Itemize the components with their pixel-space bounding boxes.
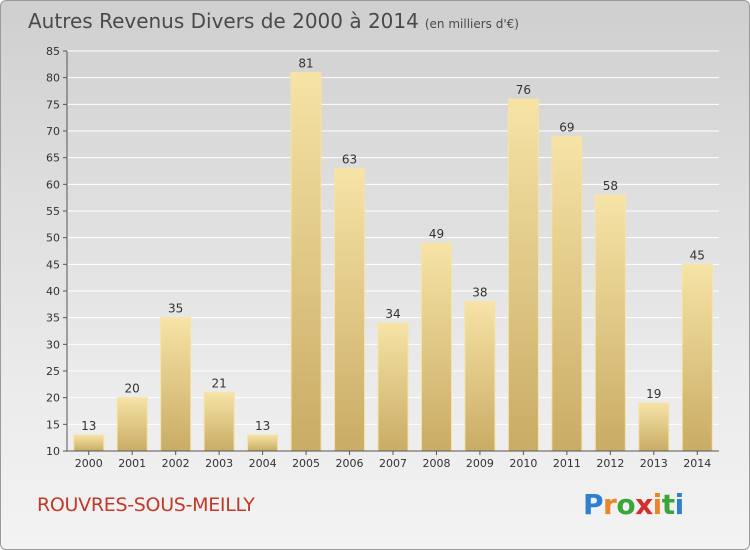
x-tick-label: 2013 [640,457,668,470]
x-tick-label: 2011 [553,457,581,470]
x-tick-label: 2004 [249,457,277,470]
data-label: 63 [342,152,357,166]
bar [638,402,670,452]
y-tick-label: 85 [46,45,60,58]
y-tick-label: 65 [46,152,60,165]
x-tick-label: 2014 [683,457,711,470]
data-label: 45 [690,248,705,262]
x-tick-label: 2012 [596,457,624,470]
y-tick-label: 50 [46,232,60,245]
axes: 10 15 20 25 30 35 40 45 50 55 60 65 70 75 80 85 2000 2001… [46,45,719,470]
y-tick-label: 10 [46,445,60,458]
logo-letter: t [661,488,675,521]
bar [507,98,539,452]
data-label: 19 [646,387,661,401]
y-tick-label: 60 [46,178,60,191]
bar [73,434,105,452]
bar [116,397,148,452]
proxiti-logo: Proxiti [583,488,684,521]
x-tick-label: 2005 [292,457,320,470]
x-tick-label: 2009 [466,457,494,470]
bar [377,322,409,452]
bar [247,434,279,452]
data-label: 49 [429,227,444,241]
data-label: 21 [211,376,226,390]
bar [464,301,496,452]
chart-title-text: Autres Revenus Divers de 2000 à 2014 [28,9,419,33]
y-tick-label: 75 [46,98,60,111]
y-tick-label: 40 [46,285,60,298]
x-tick-label: 2003 [205,457,233,470]
x-tick-label: 2007 [379,457,407,470]
x-tick-label: 2001 [118,457,146,470]
chart-title: Autres Revenus Divers de 2000 à 2014 (en … [28,9,519,33]
y-tick-label: 20 [46,392,60,405]
y-tick-label: 80 [46,72,60,85]
logo-letter: P [583,488,604,521]
y-tick-label: 35 [46,312,60,325]
bar [160,317,192,452]
bar [203,391,235,452]
bar [290,71,322,452]
bars: 13 20 35 21 13 81 63 34 49 38 76 69 58 19 45 [73,56,713,452]
chart-unit-note: (en milliers d'€) [424,17,519,31]
x-tick-label: 2008 [422,457,450,470]
x-tick-label: 2010 [509,457,537,470]
data-label: 81 [298,56,313,70]
x-tick-label: 2002 [162,457,190,470]
data-label: 38 [472,286,487,300]
bar [334,167,366,452]
logo-letter: r [603,488,617,521]
x-tick-label: 2006 [336,457,364,470]
logo-letter: i [674,488,685,521]
y-tick-label: 25 [46,365,60,378]
logo-letter: o [616,488,636,521]
y-tick-label: 30 [46,338,60,351]
bar [420,242,452,452]
data-label: 58 [603,179,618,193]
logo-letter: i [652,488,663,521]
x-tick-label: 2000 [75,457,103,470]
bar [594,194,626,452]
data-label: 13 [81,419,96,433]
y-tick-label: 55 [46,205,60,218]
bar [551,135,583,452]
data-label: 13 [255,419,270,433]
data-label: 76 [516,83,531,97]
data-label: 35 [168,302,183,316]
data-label: 34 [385,307,400,321]
data-label: 69 [559,120,574,134]
logo-letter: x [635,488,653,521]
y-tick-label: 45 [46,258,60,271]
y-tick-label: 15 [46,418,60,431]
commune-name: ROUVRES-SOUS-MEILLY [37,494,255,516]
data-label: 20 [125,382,140,396]
y-tick-label: 70 [46,125,60,138]
bar [681,263,713,452]
